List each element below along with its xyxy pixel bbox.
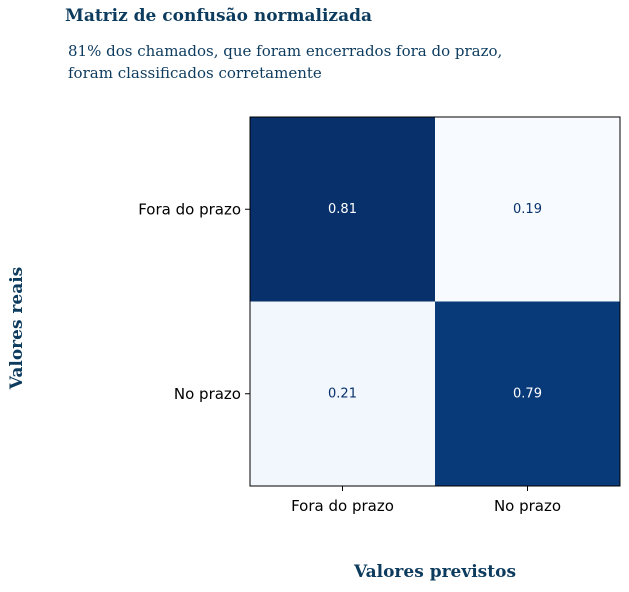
heatmap-cell [435, 301, 620, 486]
x-tick-label: Fora do prazo [291, 497, 394, 515]
chart-title: Matriz de confusão normalizada [65, 6, 373, 26]
x-axis-label: Valores previstos [353, 562, 517, 582]
cell-value-label: 0.21 [328, 386, 357, 401]
subtitle-line: foram classificados corretamente [68, 64, 322, 82]
plot-frame [249, 116, 621, 487]
cell-value-label: 0.19 [513, 202, 542, 217]
y-axis-label: Valores reais [7, 266, 27, 390]
chart-subtitle: 81% dos chamados, que foram encerrados f… [68, 40, 502, 84]
y-tick-label: No prazo [174, 385, 241, 403]
heatmap-cell [250, 301, 435, 486]
heatmap-cell [250, 117, 435, 302]
x-tick-label: No prazo [494, 497, 561, 515]
cell-value-label: 0.79 [513, 386, 542, 401]
y-tick-label: Fora do prazo [138, 200, 241, 218]
cell-value-label: 0.81 [328, 202, 357, 217]
subtitle-line: 81% dos chamados, que foram encerrados f… [68, 42, 503, 60]
heatmap-cell [435, 117, 620, 302]
